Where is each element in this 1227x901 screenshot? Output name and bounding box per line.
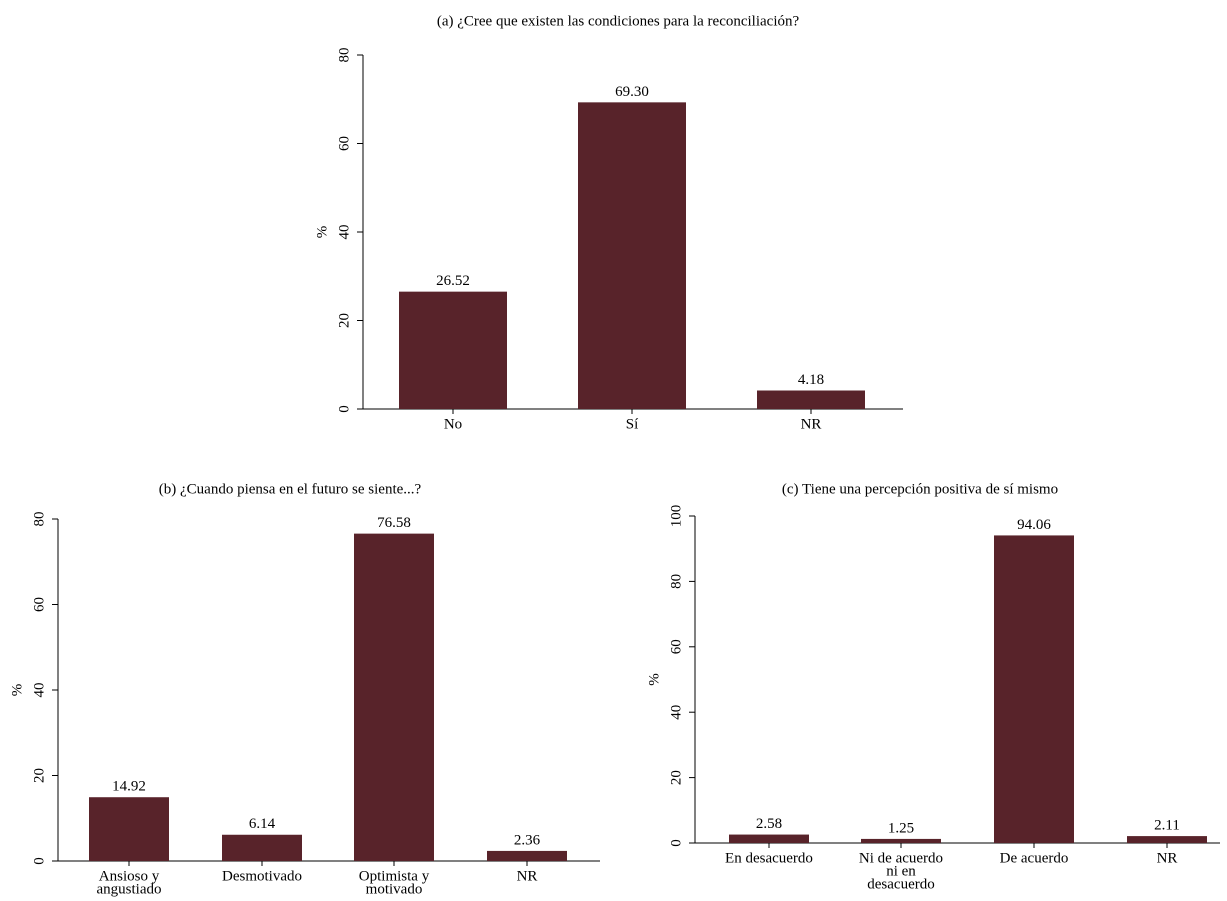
value-label: 6.14	[249, 816, 276, 832]
x-tick-label: NR	[1157, 850, 1178, 866]
value-label: 14.92	[112, 779, 146, 795]
y-tick-label: 0	[31, 857, 47, 865]
y-tick-label: 0	[668, 839, 684, 847]
chart-title: (b) ¿Cuando piensa en el futuro se sient…	[159, 481, 422, 497]
y-tick-label: 20	[336, 313, 352, 328]
y-tick-label: 60	[31, 597, 47, 612]
x-tick-label: Desmotivado	[222, 868, 302, 884]
bar	[1127, 836, 1207, 843]
y-tick-label: 40	[31, 683, 47, 698]
bar	[89, 797, 169, 861]
bar	[578, 102, 686, 409]
x-tick-label: En desacuerdo	[725, 850, 813, 866]
value-label: 4.18	[798, 372, 824, 388]
y-tick-label: 100	[668, 505, 684, 528]
x-tick-label: ni en	[886, 863, 916, 879]
bar	[729, 834, 809, 843]
y-tick-label: 0	[336, 405, 352, 413]
x-tick-label: NR	[801, 416, 822, 432]
bar	[994, 535, 1074, 843]
x-tick-label: No	[444, 416, 462, 432]
bar	[399, 291, 507, 409]
y-tick-label: 60	[668, 639, 684, 654]
x-tick-label: desacuerdo	[867, 876, 934, 892]
value-label: 26.52	[436, 273, 470, 289]
value-label: 69.30	[615, 84, 649, 100]
y-tick-label: 40	[668, 705, 684, 720]
x-tick-label: Sí	[626, 416, 639, 432]
value-label: 2.58	[756, 816, 782, 832]
bar	[757, 390, 865, 409]
x-tick-label: NR	[517, 868, 538, 884]
y-tick-label: 60	[336, 136, 352, 151]
value-label: 2.11	[1154, 818, 1180, 834]
y-tick-label: 20	[31, 768, 47, 783]
x-tick-label: De acuerdo	[1000, 850, 1069, 866]
chart-title: (a) ¿Cree que existen las condiciones pa…	[437, 13, 800, 29]
value-label: 2.36	[514, 832, 541, 848]
chart-title: (c) Tiene una percepción positiva de sí …	[782, 481, 1058, 497]
bar	[222, 834, 302, 861]
y-axis-label: %	[9, 684, 25, 697]
y-axis-label: %	[646, 673, 662, 686]
value-label: 94.06	[1017, 517, 1051, 533]
y-tick-label: 80	[31, 512, 47, 527]
y-axis-label: %	[314, 226, 330, 239]
bar	[487, 850, 567, 861]
x-tick-label: Ansioso y	[99, 868, 160, 884]
y-tick-label: 80	[336, 48, 352, 63]
x-tick-label: Optimista y	[359, 868, 430, 884]
x-tick-label: motivado	[366, 881, 423, 897]
value-label: 1.25	[888, 820, 914, 836]
y-tick-label: 80	[668, 574, 684, 589]
x-tick-label: angustiado	[97, 881, 162, 897]
x-tick-label: Ni de acuerdo	[859, 850, 943, 866]
bar	[354, 533, 434, 861]
value-label: 76.58	[377, 515, 411, 531]
bar	[861, 838, 941, 843]
y-tick-label: 20	[668, 770, 684, 785]
y-tick-label: 40	[336, 225, 352, 240]
